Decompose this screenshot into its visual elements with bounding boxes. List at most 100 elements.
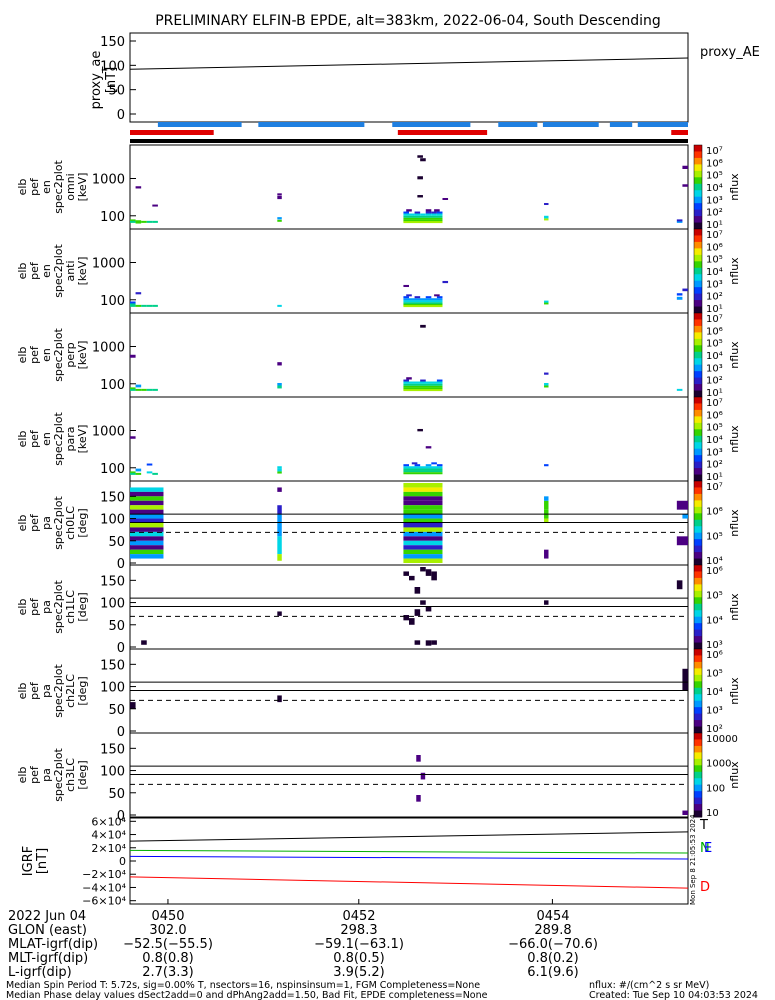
energy-spectrogram-cell	[403, 215, 443, 218]
colorbar-swatch	[694, 229, 702, 236]
pa-spectrogram-tick-label: 50	[108, 619, 125, 634]
colorbar-swatch	[694, 629, 702, 637]
energy-spectrogram-cell	[425, 209, 432, 212]
energy-spectrogram-cell	[403, 383, 443, 386]
pa-spectrogram-tick-label: 0	[117, 725, 125, 740]
energy-spectrogram-cell	[403, 298, 443, 301]
energy-spectrogram-cell	[682, 184, 688, 187]
footer-line-1: Median Spin Period T: 5.72s, sig=0.00% T…	[6, 980, 480, 991]
colorbar-swatch	[694, 209, 702, 217]
colorbar-swatch	[694, 157, 702, 165]
colorbar-label: nflux	[728, 341, 741, 369]
energy-spectrogram-cell	[436, 296, 443, 299]
pa-spectrogram-cell	[277, 554, 282, 561]
l-value-1: 2.7(3.3)	[142, 965, 194, 980]
energy-spectrogram-cell	[425, 296, 432, 299]
colorbar-swatch	[694, 300, 702, 308]
energy-spectrogram-cell	[414, 296, 421, 299]
energy-spectrogram-cell	[403, 211, 409, 214]
energy-spectrogram-cell	[425, 446, 432, 449]
pa-spectrogram-cell	[676, 580, 683, 590]
energy-spectrogram-tick-label: 100	[100, 294, 125, 309]
colorbar-tick-label: 10⁶	[706, 507, 723, 518]
colorbar-tick-label: 10⁴	[706, 435, 723, 446]
colorbar-tick-label: 10⁵	[706, 531, 723, 542]
pa-spectrogram-cell	[403, 558, 443, 563]
pa-spectrogram-cell	[403, 518, 443, 523]
energy-spectrogram-ylabel: elb	[16, 263, 29, 280]
colorbar-tick-label: 10²	[706, 460, 723, 471]
colorbar-swatch	[694, 274, 702, 282]
colorbar-swatch	[694, 687, 702, 695]
energy-spectrogram-cell	[414, 213, 421, 216]
pa-spectrogram-cell	[130, 527, 164, 532]
colorbar-tick-label: 10⁵	[706, 423, 723, 434]
pa-spectrogram-cell	[403, 496, 443, 501]
colorbar-tick-label: 10⁶	[706, 650, 723, 661]
pa-spectrogram-tick-label: 150	[100, 658, 125, 673]
colorbar-swatch	[694, 674, 702, 682]
energy-spectrogram-cell	[431, 211, 437, 214]
energy-spectrogram-tick-label: 1000	[92, 173, 125, 188]
pa-spectrogram-cell	[403, 483, 443, 488]
pa-spectrogram-cell	[130, 554, 164, 559]
fast-zone-bar	[130, 130, 214, 135]
colorbar-swatch	[694, 603, 702, 611]
energy-spectrogram-ylabel: spec2plot	[52, 328, 65, 382]
colorbar-swatch	[694, 145, 702, 152]
energy-spectrogram-cell	[135, 292, 142, 295]
bottom-annotations: 2022 Jun 04 GLON (east) MLAT-igrf(dip) M…	[8, 909, 598, 980]
energy-spectrogram-cell	[544, 300, 549, 303]
colorbar-swatch	[694, 758, 702, 766]
colorbar-swatch	[694, 745, 702, 753]
pa-spectrogram-ylabel: spec2plot	[52, 748, 65, 802]
pa-spectrogram-cell	[414, 640, 421, 645]
pa-spectrogram-ylabel: [deg]	[76, 760, 89, 789]
colorbar-tick-label: 10²	[706, 208, 723, 219]
energy-spectrogram-cell	[676, 388, 683, 391]
pa-spectrogram-cell	[403, 536, 443, 541]
energy-spectrogram-cell	[425, 464, 432, 467]
colorbar-swatch	[694, 487, 702, 495]
colorbar-swatch	[694, 358, 702, 366]
colorbar-swatch	[694, 164, 702, 172]
energy-spectrogram-cell	[434, 209, 440, 212]
pa-spectrogram-tick-label: 50	[108, 535, 125, 550]
pa-spectrogram-cell	[277, 536, 282, 555]
energy-spectrogram-cell	[409, 213, 415, 216]
energy-spectrogram-cell	[152, 304, 158, 307]
pa-spectrogram-cell	[403, 545, 443, 550]
colorbar-swatch	[694, 584, 702, 592]
zone-bars	[130, 122, 688, 143]
pa-spectrogram-tick-label: 0	[117, 557, 125, 572]
pa-spectrogram-ylabel: elb	[16, 767, 29, 784]
proxy-ae-tick-label: 0	[117, 108, 125, 123]
energy-spectrogram-cell	[403, 389, 443, 392]
igrf-tick-label: 2×10⁴	[91, 842, 126, 855]
colorbar-swatch	[694, 403, 702, 411]
energy-spectrogram-ylabel: [keV]	[76, 257, 89, 286]
proxy-ae-label-line2: [nT]	[104, 67, 119, 93]
pa-spectrogram-cell	[130, 518, 164, 523]
energy-spectrogram-cell	[403, 303, 443, 306]
pa-spectrogram-cell	[425, 569, 432, 576]
colorbar-swatch	[694, 713, 702, 721]
colorbar-tick-label: 10³	[706, 279, 723, 290]
energy-spectrogram-cell	[414, 464, 421, 467]
energy-spectrogram-cell	[146, 388, 153, 391]
colorbar-swatch	[694, 364, 702, 372]
colorbar-tick-label: 10⁵	[706, 339, 723, 350]
energy-spectrogram-cell	[277, 304, 282, 307]
energy-spectrogram-cell	[277, 471, 282, 474]
pa-spectrogram-cell	[544, 600, 549, 605]
colorbar-tick-label: 10¹	[706, 472, 723, 483]
energy-spectrogram-cell	[425, 213, 432, 216]
pa-spectrogram-cell	[416, 755, 421, 762]
pa-spectrogram-ylabel: pa	[40, 768, 53, 782]
pa-spectrogram-ylabel: elb	[16, 599, 29, 616]
energy-spectrogram-cell	[442, 197, 449, 200]
energy-spectrogram-cell	[130, 301, 136, 304]
colorbar-tick-label: 10⁵	[706, 591, 723, 602]
row-label-glon: GLON (east)	[8, 923, 87, 938]
mlt-value-1: 0.8(0.8)	[142, 951, 194, 966]
